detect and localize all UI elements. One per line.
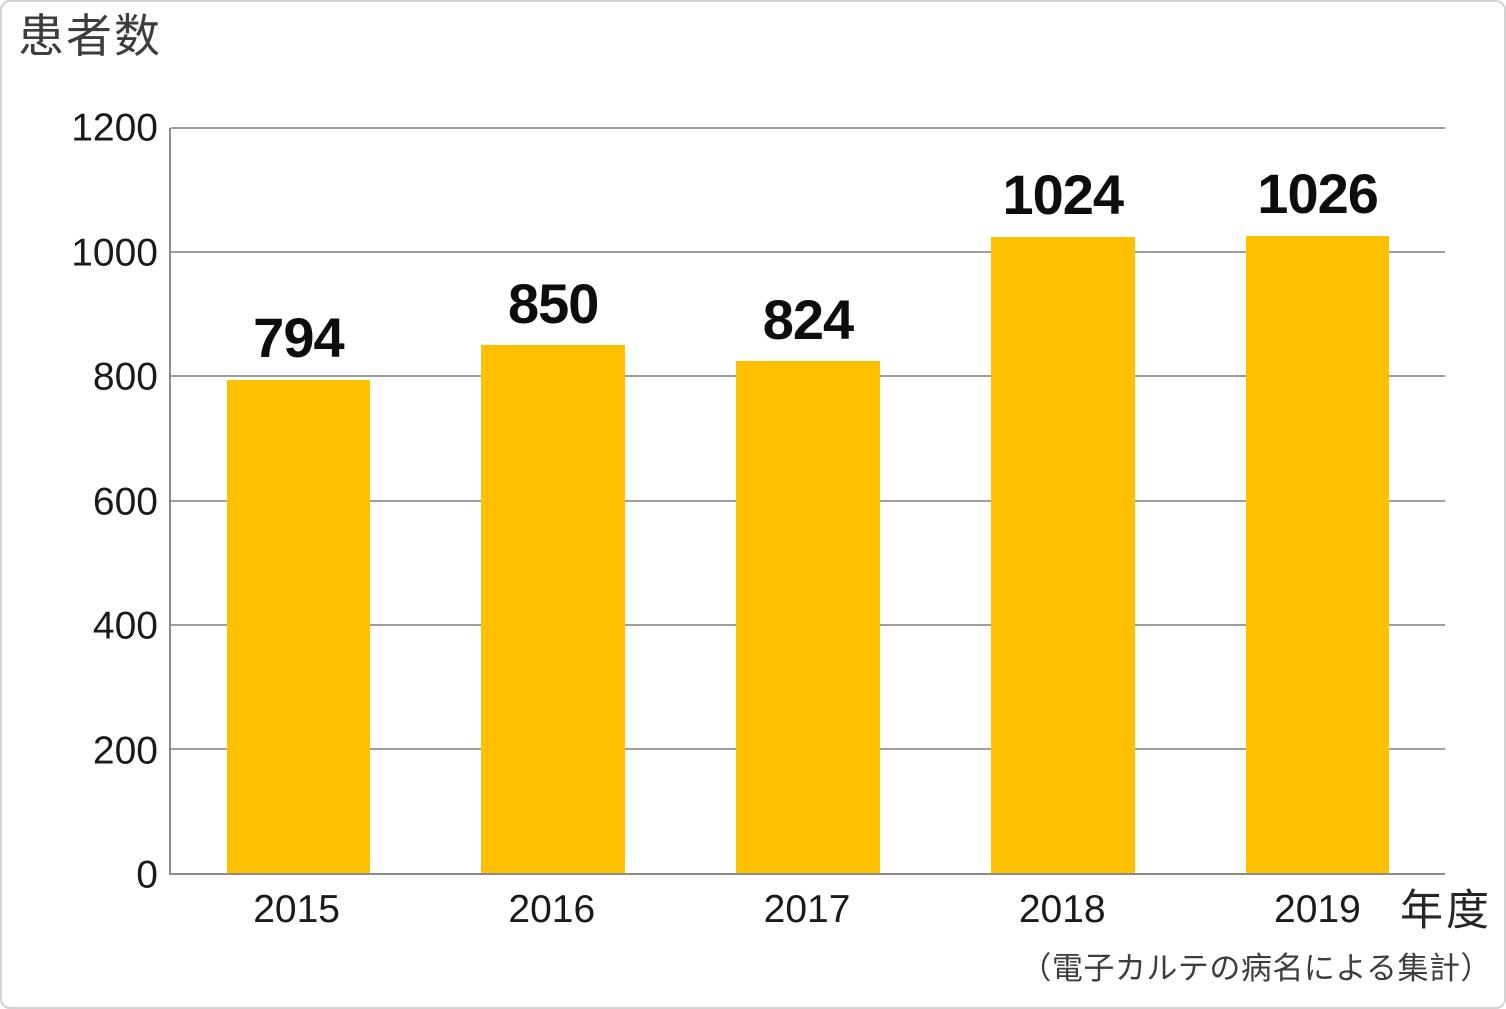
y-tick-label: 800	[92, 355, 158, 399]
y-tick-label: 400	[92, 604, 158, 648]
x-tick-label: 2018	[1018, 888, 1106, 931]
bar	[1245, 236, 1390, 873]
gridline	[171, 251, 1445, 254]
bar-slot: 1024	[935, 128, 1190, 873]
bar-slot: 824	[681, 128, 936, 873]
bar	[990, 237, 1135, 873]
bar-slot: 794	[171, 128, 426, 873]
y-tick-label: 1200	[71, 106, 158, 150]
bar-slot: 1026	[1190, 128, 1445, 873]
bar-value-label: 850	[507, 271, 599, 335]
x-axis-labels: 2015 2016 2017 2018 2019	[169, 886, 1445, 938]
y-tick-label: 1000	[71, 231, 158, 274]
y-tick-label: 0	[136, 853, 158, 897]
bar-slot: 850	[426, 128, 681, 873]
chart-title: 患者数	[18, 10, 162, 62]
bar-value-label: 794	[253, 306, 344, 370]
x-axis-title: 年度	[1400, 887, 1492, 935]
y-tick-label: 600	[92, 480, 158, 523]
bar-value-label: 1026	[1257, 162, 1379, 226]
x-tick-label: 2017	[763, 888, 851, 931]
x-tick-label: 2019	[1274, 888, 1361, 931]
x-tick-label: 2016	[508, 888, 596, 931]
bar	[226, 380, 371, 873]
plot-area: 794 850 824 1024 1026	[169, 127, 1445, 875]
y-tick-label: 200	[92, 729, 158, 773]
source-note: （電子カルテの病名による集計）	[1020, 951, 1492, 986]
y-axis-labels: 0 200 400 600 800 1000 1200	[2, 109, 158, 895]
x-tick-label: 2015	[253, 888, 340, 931]
bar	[481, 345, 626, 873]
bars-row: 794 850 824 1024 1026	[171, 128, 1445, 873]
bar-value-label: 1024	[1002, 163, 1125, 227]
bar-value-label: 824	[762, 287, 854, 351]
gridline	[171, 127, 1445, 129]
bar	[736, 361, 880, 873]
